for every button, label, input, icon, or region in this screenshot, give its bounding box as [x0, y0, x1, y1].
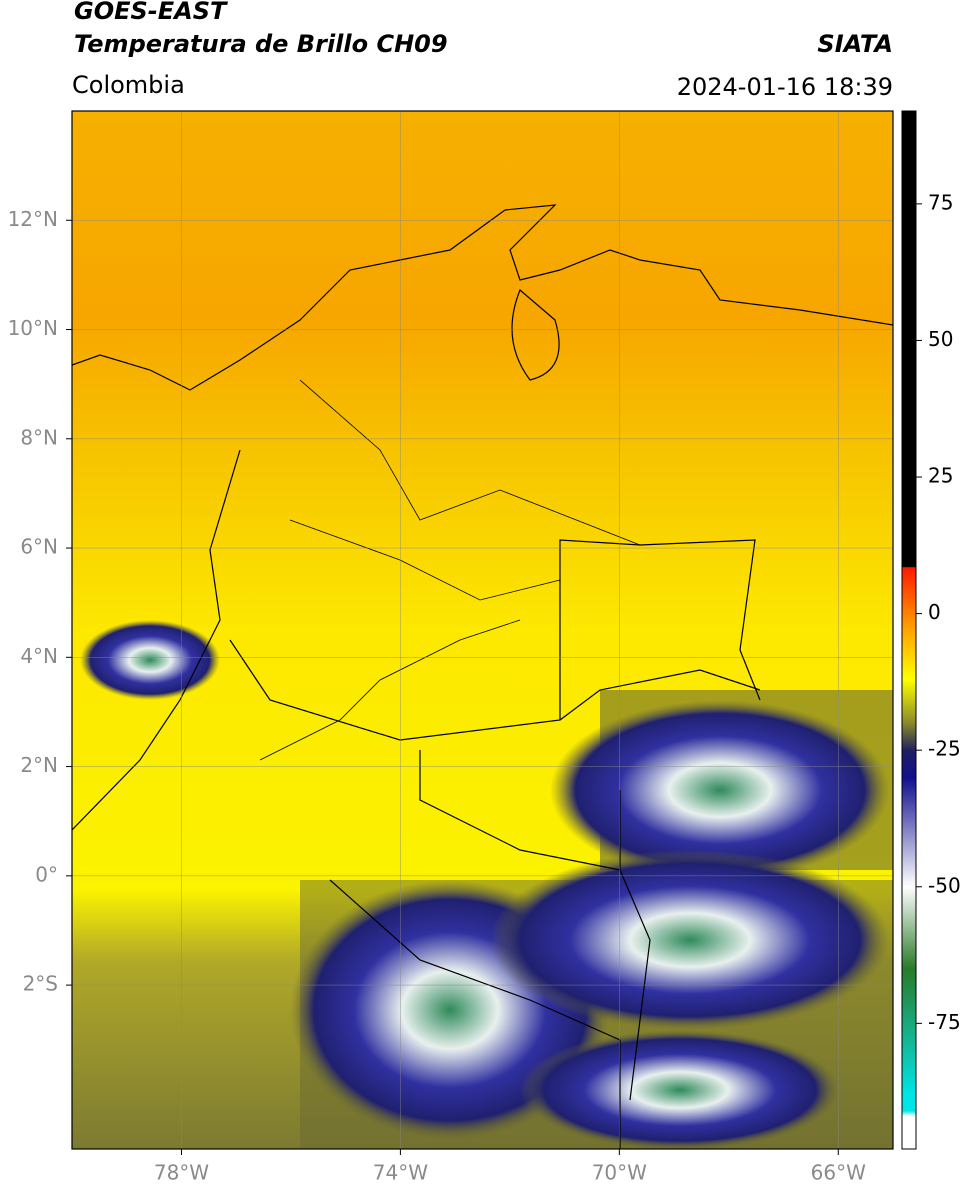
y-tick-label: 2°N: [20, 753, 58, 777]
map-layer: [72, 111, 893, 1149]
colorbar: [901, 110, 917, 1150]
x-tick-label: 74°W: [373, 1161, 428, 1185]
border: [72, 449, 761, 1149]
y-tick-label: 10°N: [8, 316, 58, 340]
x-tick-label: 66°W: [811, 1161, 866, 1185]
cloud: [80, 620, 220, 700]
coastline: [504, 204, 893, 326]
colorbar-label: 0: [928, 600, 941, 624]
cloud: [520, 1030, 840, 1149]
colorbar-label: 25: [928, 464, 953, 488]
y-tick-label: 4°N: [20, 644, 58, 668]
department-border: [259, 379, 641, 761]
colorbar-label: -75: [928, 1010, 961, 1034]
cloud: [490, 850, 890, 1030]
subtitle: Temperatura de Brillo CH09: [74, 30, 448, 58]
y-tick-label: 8°N: [20, 425, 58, 449]
title: GOES-EAST: [74, 0, 228, 25]
cloud: [550, 700, 890, 880]
colorbar-label: -50: [928, 873, 961, 897]
x-tick-label: 78°W: [154, 1161, 209, 1185]
grid: [72, 111, 893, 1149]
colorbar-label: 50: [928, 327, 953, 351]
colorbar-label: 75: [928, 190, 953, 214]
y-tick-label: 6°N: [20, 535, 58, 559]
coastline: [72, 209, 506, 391]
y-tick-label: 2°S: [23, 972, 58, 996]
map-frame: [71, 110, 894, 1150]
datetime: 2024-01-16 18:39: [677, 73, 893, 101]
colorbar-label: -25: [928, 737, 961, 761]
y-tick-label: 0°: [35, 862, 58, 886]
source: SIATA: [817, 30, 893, 58]
region: Colombia: [72, 71, 185, 99]
lake: [511, 288, 560, 381]
x-tick-label: 70°W: [592, 1161, 647, 1185]
y-tick-label: 12°N: [8, 207, 58, 231]
